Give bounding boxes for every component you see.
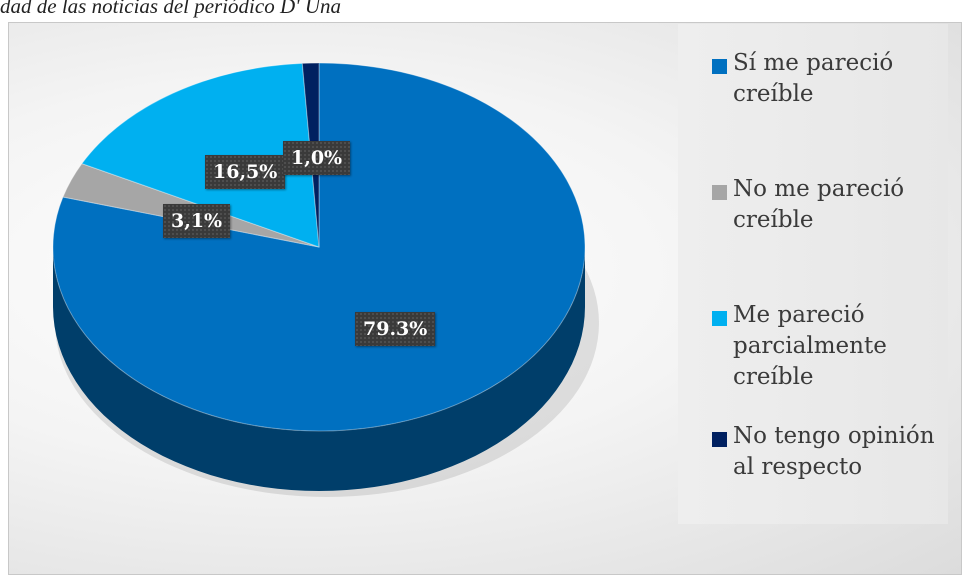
legend-label-parcial: Me pareció parcialmente creíble <box>733 302 887 390</box>
legend-item-parcial: Me pareció parcialmente creíble <box>712 300 943 393</box>
pie-slice-parcial <box>81 62 320 248</box>
legend-swatch-no <box>712 185 727 200</box>
legend-swatch-sin-opinion <box>712 432 727 447</box>
data-label-parcial: 16,5% <box>205 155 286 189</box>
legend-label-si: Sí me pareció creíble <box>733 50 894 107</box>
figure-caption: dad de las noticias del periódico D' Una <box>0 0 342 18</box>
data-label-sin-opinion: 1,0% <box>283 141 351 175</box>
legend-label-sin-opinion: No tengo opinión al respecto <box>733 423 935 480</box>
legend-item-si: Sí me pareció creíble <box>712 48 943 110</box>
pie-side-si <box>53 247 585 491</box>
data-label-si: 79.3% <box>355 312 436 346</box>
pie-slice-si <box>52 62 586 432</box>
legend-item-no: No me pareció creíble <box>712 174 943 236</box>
data-label-no: 3,1% <box>163 204 231 238</box>
legend-label-no: No me pareció creíble <box>733 176 905 233</box>
legend-swatch-parcial <box>712 311 727 326</box>
legend-item-sin-opinion: No tengo opinión al respecto <box>712 421 943 483</box>
legend-swatch-si <box>712 59 727 74</box>
